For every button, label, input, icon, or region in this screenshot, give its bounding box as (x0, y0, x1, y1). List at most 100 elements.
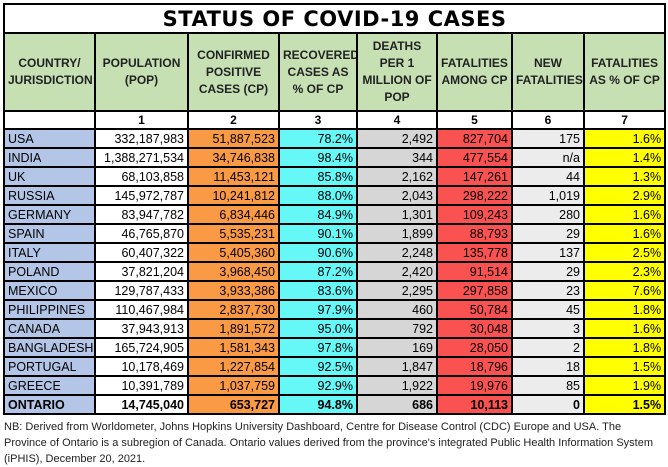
value-cell: 3,968,450 (187, 261, 280, 282)
table-row: CANADA 37,943,913 1,891,572 95.0% 792 30,048 3… (3, 318, 667, 339)
table-row: ONTARIO 14,745,040 653,727 94.8% 686 10,113 0 1… (3, 394, 667, 415)
value-cell: 1,227,854 (187, 356, 280, 377)
value-cell: 169 (356, 337, 438, 358)
value-cell: 1.4% (582, 147, 667, 168)
value-cell: 2 (511, 337, 585, 358)
column-header: NEW FATALITIES (511, 32, 585, 112)
value-cell: 98.4% (278, 147, 358, 168)
column-number: 3 (278, 110, 358, 130)
table-row: BANGLADESH 165,724,905 1,581,343 97.8% 169 28… (3, 337, 667, 358)
value-cell: 1.9% (582, 375, 667, 396)
value-cell: 1.5% (582, 356, 667, 377)
table-row: MEXICO 129,787,433 3,933,386 83.6% 2,295 297,… (3, 280, 667, 301)
value-cell: 2.9% (582, 185, 667, 206)
value-cell: 2.3% (582, 261, 667, 282)
value-cell: 135,778 (436, 242, 513, 263)
column-header: DEATHS PER 1 MILLION OF POP (356, 32, 438, 112)
value-cell: 1,891,572 (187, 318, 280, 339)
country-cell: SPAIN (3, 223, 96, 244)
value-cell: 0 (511, 394, 585, 415)
value-cell: 28,050 (436, 337, 513, 358)
value-cell: 1,301 (356, 204, 438, 225)
table-row: RUSSIA 145,972,787 10,241,812 88.0% 2,043 298… (3, 185, 667, 206)
value-cell: 147,261 (436, 166, 513, 187)
table-row: GERMANY 83,947,782 6,834,446 84.9% 1,301 109,… (3, 204, 667, 225)
value-cell: 1,037,759 (187, 375, 280, 396)
value-cell: 94.8% (278, 394, 358, 415)
value-cell: 7.6% (582, 280, 667, 301)
value-cell: 19,976 (436, 375, 513, 396)
header-row: COUNTRY/ JURISDICTION POPULATION (POP) CON… (3, 32, 667, 112)
value-cell: 1,899 (356, 223, 438, 244)
value-cell: 1.6% (582, 204, 667, 225)
value-cell: 3 (511, 318, 585, 339)
value-cell: 30,048 (436, 318, 513, 339)
value-cell: 88.0% (278, 185, 358, 206)
value-cell: 1.8% (582, 337, 667, 358)
covid-status-table: STATUS OF COVID-19 CASES COUNTRY/ JURISD… (2, 3, 667, 415)
column-number: 1 (94, 110, 189, 130)
value-cell: 97.9% (278, 299, 358, 320)
table-row: PHILIPPINES 110,467,984 2,837,730 97.9% 460 5… (3, 299, 667, 320)
value-cell: 175 (511, 128, 585, 149)
value-cell: 460 (356, 299, 438, 320)
country-cell: UK (3, 166, 96, 187)
value-cell: 1.6% (582, 318, 667, 339)
value-cell: 90.1% (278, 223, 358, 244)
value-cell: 18,796 (436, 356, 513, 377)
footnote: NB: Derived from Worldometer, Johns Hopk… (4, 421, 653, 465)
country-cell: ITALY (3, 242, 96, 263)
value-cell: 792 (356, 318, 438, 339)
country-cell: ONTARIO (3, 394, 96, 415)
value-cell: 45 (511, 299, 585, 320)
value-cell: 95.0% (278, 318, 358, 339)
value-cell: 2.5% (582, 242, 667, 263)
value-cell: 477,554 (436, 147, 513, 168)
column-header: CONFIRMED POSITIVE CASES (CP) (187, 32, 280, 112)
value-cell: 78.2% (278, 128, 358, 149)
value-cell: 2,295 (356, 280, 438, 301)
country-cell: GERMANY (3, 204, 96, 225)
value-cell: 1,581,343 (187, 337, 280, 358)
table-row: USA 332,187,983 51,887,523 78.2% 2,492 827,70… (3, 128, 667, 149)
country-cell: PHILIPPINES (3, 299, 96, 320)
table-row: GREECE 10,391,789 1,037,759 92.9% 1,922 19,97… (3, 375, 667, 396)
country-cell: PORTUGAL (3, 356, 96, 377)
column-header: COUNTRY/ JURISDICTION (3, 32, 96, 112)
value-cell: 827,704 (436, 128, 513, 149)
value-cell: 83,947,782 (94, 204, 189, 225)
country-cell: CANADA (3, 318, 96, 339)
value-cell: 2,420 (356, 261, 438, 282)
value-cell: 297,858 (436, 280, 513, 301)
value-cell: 5,405,360 (187, 242, 280, 263)
value-cell: 1,922 (356, 375, 438, 396)
value-cell: 2,043 (356, 185, 438, 206)
value-cell: 68,103,858 (94, 166, 189, 187)
column-number: 4 (356, 110, 438, 130)
value-cell: 344 (356, 147, 438, 168)
table-row: ITALY 60,407,322 5,405,360 90.6% 2,248 135,77… (3, 242, 667, 263)
column-number: 2 (187, 110, 280, 130)
value-cell: 87.2% (278, 261, 358, 282)
value-cell: 1.6% (582, 223, 667, 244)
value-cell: 1.5% (582, 394, 667, 415)
value-cell: 37,821,204 (94, 261, 189, 282)
value-cell: 84.9% (278, 204, 358, 225)
value-cell: 85.8% (278, 166, 358, 187)
value-cell: 1.8% (582, 299, 667, 320)
value-cell: 85 (511, 375, 585, 396)
column-number (3, 110, 96, 130)
value-cell: 46,765,870 (94, 223, 189, 244)
country-cell: BANGLADESH (3, 337, 96, 358)
value-cell: 60,407,322 (94, 242, 189, 263)
value-cell: 298,222 (436, 185, 513, 206)
column-number: 6 (511, 110, 585, 130)
value-cell: 280 (511, 204, 585, 225)
value-cell: 1.3% (582, 166, 667, 187)
value-cell: 91,514 (436, 261, 513, 282)
country-cell: MEXICO (3, 280, 96, 301)
value-cell: 10,241,812 (187, 185, 280, 206)
table-title: STATUS OF COVID-19 CASES (2, 3, 667, 34)
value-cell: 1,847 (356, 356, 438, 377)
